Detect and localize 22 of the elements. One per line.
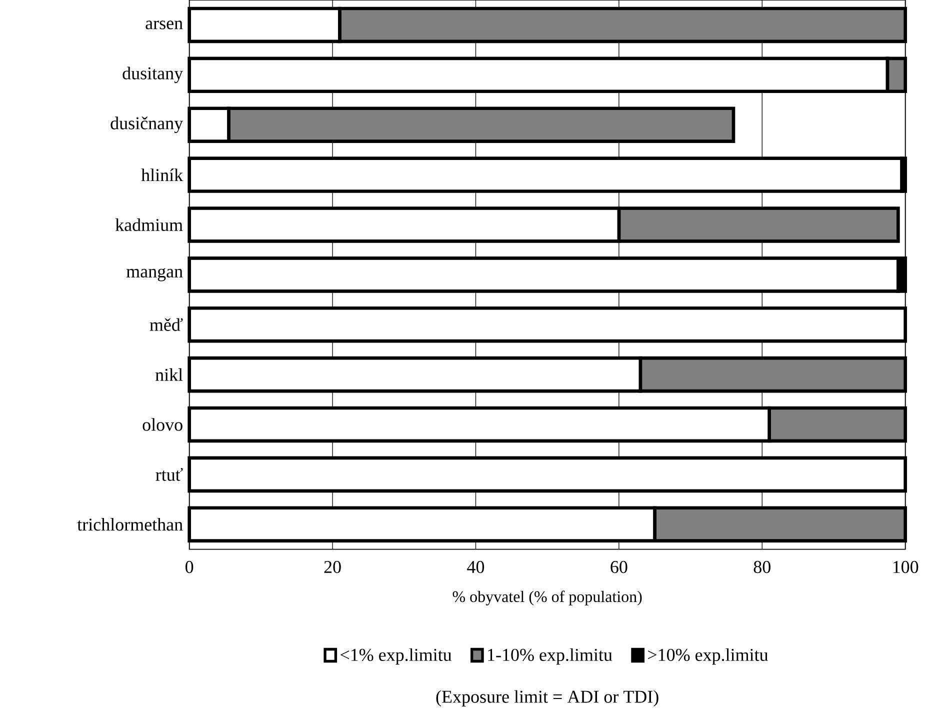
y-tick-label: kadmium xyxy=(115,218,183,232)
legend-label: >10% exp.limitu xyxy=(648,648,768,665)
x-axis-title: % obyvatel (% of population) xyxy=(452,590,642,606)
y-tick-label: rtuť xyxy=(156,468,183,482)
y-tick-label: mangan xyxy=(126,268,183,282)
x-tick-label: 0 xyxy=(186,561,194,574)
y-tick-label: nikl xyxy=(155,368,183,381)
y-tick-label: olovo xyxy=(142,418,182,431)
legend-label: <1% exp.limitu xyxy=(340,648,452,665)
x-tick-label: 100 xyxy=(893,561,918,574)
y-tick-label: dusičnany xyxy=(110,116,184,134)
y-tick-label: arsen xyxy=(146,20,183,30)
y-tick-label: měď xyxy=(150,318,183,332)
y-tick-label: hliník xyxy=(141,168,184,182)
legend-label: 1-10% exp.limitu xyxy=(488,648,612,665)
x-tick-label: 80 xyxy=(754,561,770,574)
x-tick-label: 60 xyxy=(610,561,628,574)
x-tick-label: 20 xyxy=(324,561,341,574)
y-tick-label: dusitany xyxy=(122,66,184,84)
x-tick-label: 40 xyxy=(467,561,484,574)
y-tick-label: trichlormethan xyxy=(77,518,183,531)
text: (Exposure limit = ADI or TDI) xyxy=(436,690,658,707)
